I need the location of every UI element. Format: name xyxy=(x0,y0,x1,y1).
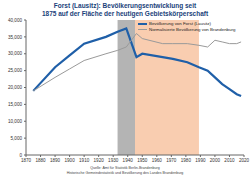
svg-text:0: 0 xyxy=(19,153,22,158)
svg-text:20,000: 20,000 xyxy=(8,85,22,90)
svg-text:10,000: 10,000 xyxy=(8,119,22,124)
svg-text:1950: 1950 xyxy=(137,158,148,163)
html-text:Historische Gemeindestatistik: Historische Gemeindestatistik und Bevölk… xyxy=(66,170,184,175)
svg-text:1980: 1980 xyxy=(181,158,192,163)
html-text:Quelle: Amt für Statistik Berl: Quelle: Amt für Statistik Berlin-Branden… xyxy=(90,166,160,170)
svg-text:1870: 1870 xyxy=(21,158,32,163)
html-text:1875 auf der Fläche der heutig: 1875 auf der Fläche der heutigen Gebiets… xyxy=(41,9,209,17)
svg-text:1930: 1930 xyxy=(108,158,119,163)
svg-text:1880: 1880 xyxy=(35,158,46,163)
svg-text:30,000: 30,000 xyxy=(8,51,22,56)
svg-text:2010: 2010 xyxy=(224,158,235,163)
svg-text:1970: 1970 xyxy=(166,158,177,163)
svg-text:1940: 1940 xyxy=(123,158,134,163)
html-text:Bevölkerung von Forst (Lausitz: Bevölkerung von Forst (Lausitz) xyxy=(149,21,211,26)
html-text:Forst (Lausitz): Bevölkerungse: Forst (Lausitz): Bevölkerungsentwicklung… xyxy=(53,2,197,9)
svg-text:1920: 1920 xyxy=(94,158,105,163)
svg-text:1910: 1910 xyxy=(79,158,90,163)
svg-text:35,000: 35,000 xyxy=(8,35,22,40)
svg-text:1900: 1900 xyxy=(64,158,75,163)
svg-text:1960: 1960 xyxy=(152,158,163,163)
svg-text:15,000: 15,000 xyxy=(8,102,22,107)
svg-text:5,000: 5,000 xyxy=(11,136,23,141)
svg-text:2020: 2020 xyxy=(239,158,250,163)
svg-text:40,000: 40,000 xyxy=(8,18,22,23)
svg-text:1890: 1890 xyxy=(50,158,61,163)
svg-text:25,000: 25,000 xyxy=(8,68,22,73)
svg-text:1990: 1990 xyxy=(195,158,206,163)
svg-text:2000: 2000 xyxy=(210,158,221,163)
html-text:Normalisierte Bevölkerung von: Normalisierte Bevölkerung von Brandenbur… xyxy=(149,26,236,32)
